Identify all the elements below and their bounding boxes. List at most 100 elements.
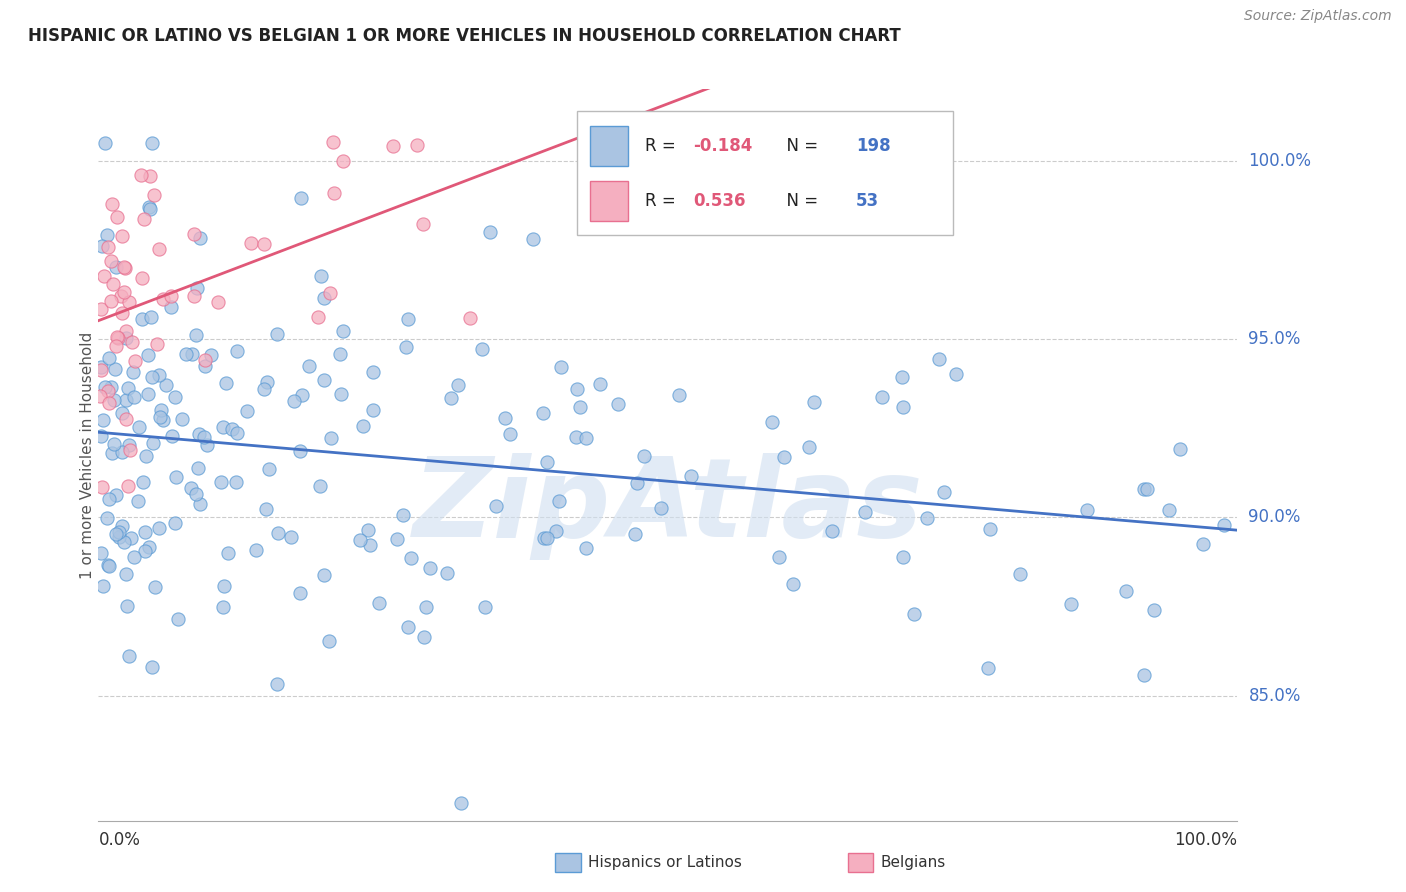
- Point: [200, 348, 222, 362]
- Point: [569, 400, 592, 414]
- Point: [170, 411, 193, 425]
- Point: [107, 331, 129, 345]
- Point: [239, 236, 262, 251]
- Point: [349, 533, 371, 547]
- Point: [139, 310, 162, 324]
- Point: [283, 393, 305, 408]
- Point: [478, 225, 501, 239]
- Point: [180, 481, 202, 495]
- Point: [136, 387, 159, 401]
- Point: [932, 484, 955, 499]
- Point: [291, 388, 314, 402]
- Point: [288, 585, 311, 599]
- Point: [143, 580, 166, 594]
- Point: [127, 494, 149, 508]
- Point: [976, 661, 998, 675]
- Point: [132, 475, 155, 490]
- Point: [90, 359, 112, 374]
- Text: ZipAtlas: ZipAtlas: [412, 452, 924, 559]
- Point: [412, 630, 434, 644]
- Point: [225, 343, 247, 358]
- Point: [105, 488, 128, 502]
- Point: [188, 231, 211, 245]
- Point: [103, 392, 125, 407]
- Text: HISPANIC OR LATINO VS BELGIAN 1 OR MORE VEHICLES IN HOUSEHOLD CORRELATION CHART: HISPANIC OR LATINO VS BELGIAN 1 OR MORE …: [28, 27, 901, 45]
- Point: [679, 469, 702, 483]
- Point: [607, 396, 630, 410]
- Point: [589, 376, 612, 391]
- Point: [94, 136, 117, 150]
- Text: 100.0%: 100.0%: [1249, 152, 1312, 169]
- Point: [90, 302, 112, 317]
- Point: [450, 796, 472, 810]
- Point: [112, 285, 135, 300]
- Point: [329, 346, 352, 360]
- Point: [209, 475, 232, 490]
- Text: 95.0%: 95.0%: [1249, 330, 1301, 348]
- Point: [90, 547, 112, 561]
- Point: [160, 289, 183, 303]
- Point: [945, 367, 967, 381]
- Point: [399, 551, 422, 566]
- Point: [100, 294, 122, 309]
- Text: R =: R =: [645, 192, 681, 210]
- Point: [148, 521, 170, 535]
- Point: [122, 549, 145, 564]
- Point: [152, 292, 174, 306]
- Point: [1135, 483, 1157, 497]
- Point: [312, 567, 335, 582]
- Point: [152, 413, 174, 427]
- Point: [357, 523, 380, 537]
- Point: [565, 430, 588, 444]
- Point: [115, 567, 138, 582]
- Point: [112, 260, 135, 275]
- Point: [159, 300, 181, 314]
- Text: N =: N =: [776, 137, 824, 155]
- Y-axis label: 1 or more Vehicles in Household: 1 or more Vehicles in Household: [80, 331, 94, 579]
- Point: [1132, 483, 1154, 497]
- Point: [536, 532, 558, 546]
- Point: [474, 600, 496, 615]
- Point: [118, 295, 141, 310]
- Point: [104, 339, 127, 353]
- Point: [1115, 584, 1137, 599]
- Point: [853, 505, 876, 519]
- Point: [575, 541, 598, 555]
- Point: [212, 579, 235, 593]
- Point: [330, 387, 353, 401]
- Point: [104, 527, 127, 541]
- Point: [184, 487, 207, 501]
- Point: [253, 237, 276, 252]
- Point: [110, 518, 132, 533]
- Point: [440, 391, 463, 405]
- Point: [314, 372, 336, 386]
- Point: [121, 334, 143, 349]
- Point: [891, 549, 914, 564]
- FancyBboxPatch shape: [576, 112, 953, 235]
- Point: [212, 600, 235, 615]
- Point: [633, 449, 655, 463]
- Point: [891, 369, 914, 384]
- Text: 0.536: 0.536: [693, 192, 745, 210]
- Point: [91, 413, 114, 427]
- Point: [575, 431, 598, 445]
- Point: [132, 212, 155, 227]
- Point: [447, 378, 470, 392]
- Text: Hispanics or Latinos: Hispanics or Latinos: [588, 855, 741, 870]
- Point: [322, 135, 344, 149]
- Text: 0.0%: 0.0%: [98, 831, 141, 849]
- Point: [135, 449, 157, 463]
- Point: [550, 359, 572, 374]
- Point: [174, 347, 197, 361]
- Point: [761, 415, 783, 429]
- Text: Source: ZipAtlas.com: Source: ZipAtlas.com: [1244, 9, 1392, 23]
- Point: [412, 217, 434, 231]
- Point: [129, 168, 152, 182]
- Point: [163, 390, 186, 404]
- Point: [322, 186, 344, 200]
- Point: [352, 419, 374, 434]
- Point: [332, 154, 354, 169]
- Point: [257, 461, 280, 475]
- Point: [93, 269, 115, 284]
- Point: [149, 403, 172, 417]
